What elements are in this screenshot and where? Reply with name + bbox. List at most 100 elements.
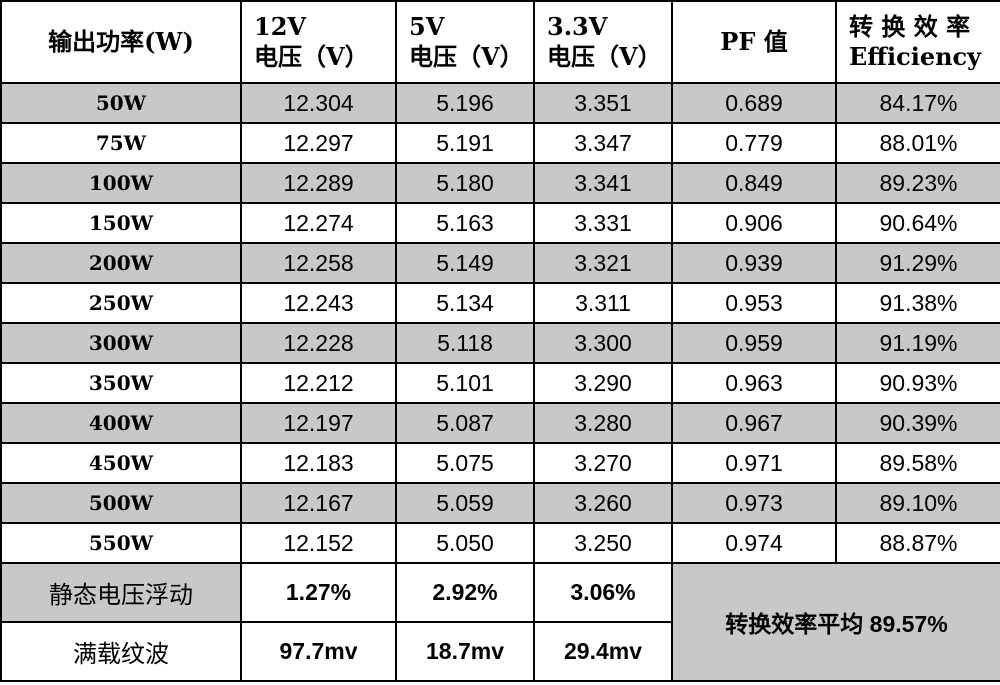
cell-voltage-5v: 5.163 [395, 202, 535, 244]
cell-load: 150W [0, 202, 242, 244]
table-row: 500W 12.167 5.059 3.260 0.973 89.10% [0, 482, 1000, 524]
cell-load: 450W [0, 442, 242, 484]
cell-voltage-3v3: 3.250 [533, 522, 673, 564]
table-row: 75W 12.297 5.191 3.347 0.779 88.01% [0, 122, 1000, 164]
static-fluctuation-12v: 1.27% [240, 562, 397, 623]
header-5v: 5V 电压（V） [395, 0, 535, 84]
cell-pf: 0.906 [671, 202, 837, 244]
cell-voltage-12v: 12.274 [240, 202, 397, 244]
cell-voltage-3v3: 3.321 [533, 242, 673, 284]
header-12v: 12V 电压（V） [240, 0, 397, 84]
cell-voltage-5v: 5.149 [395, 242, 535, 284]
cell-voltage-12v: 12.212 [240, 362, 397, 404]
table-row: 50W 12.304 5.196 3.351 0.689 84.17% [0, 82, 1000, 124]
cell-load: 75W [0, 122, 242, 164]
cell-voltage-12v: 12.297 [240, 122, 397, 164]
cell-voltage-5v: 5.180 [395, 162, 535, 204]
static-fluctuation-row: 静态电压浮动 1.27% 2.92% 3.06% 转换效率平均 89.57% [0, 562, 1000, 682]
header-5v-label: 5V [409, 12, 445, 41]
cell-pf: 0.974 [671, 522, 837, 564]
cell-load: 300W [0, 322, 242, 364]
cell-voltage-12v: 12.258 [240, 242, 397, 284]
cell-efficiency: 89.10% [835, 482, 1000, 524]
cell-load: 50W [0, 82, 242, 124]
header-3v3: 3.3V 电压（V） [533, 0, 673, 84]
cell-pf: 0.939 [671, 242, 837, 284]
cell-voltage-12v: 12.152 [240, 522, 397, 564]
cell-efficiency: 91.38% [835, 282, 1000, 324]
cell-voltage-12v: 12.167 [240, 482, 397, 524]
table-row: 400W 12.197 5.087 3.280 0.967 90.39% [0, 402, 1000, 444]
cell-efficiency: 91.19% [835, 322, 1000, 364]
cell-voltage-3v3: 3.351 [533, 82, 673, 124]
header-efficiency-cn: 转 换 效 率 [849, 12, 971, 41]
cell-voltage-12v: 12.243 [240, 282, 397, 324]
cell-efficiency: 88.87% [835, 522, 1000, 564]
cell-load: 550W [0, 522, 242, 564]
cell-voltage-5v: 5.191 [395, 122, 535, 164]
table-row: 150W 12.274 5.163 3.331 0.906 90.64% [0, 202, 1000, 244]
cell-voltage-5v: 5.134 [395, 282, 535, 324]
full-load-ripple-label: 满载纹波 [0, 621, 242, 682]
static-fluctuation-3v3: 3.06% [533, 562, 673, 623]
cell-load: 250W [0, 282, 242, 324]
summary-body: 静态电压浮动 1.27% 2.92% 3.06% 转换效率平均 89.57% 满… [0, 562, 1000, 682]
cell-pf: 0.849 [671, 162, 837, 204]
cell-voltage-5v: 5.196 [395, 82, 535, 124]
cell-pf: 0.963 [671, 362, 837, 404]
static-fluctuation-label: 静态电压浮动 [0, 562, 242, 623]
average-efficiency: 转换效率平均 89.57% [671, 562, 1000, 682]
cell-efficiency: 89.58% [835, 442, 1000, 484]
cell-pf: 0.971 [671, 442, 837, 484]
cell-load: 100W [0, 162, 242, 204]
cell-voltage-12v: 12.183 [240, 442, 397, 484]
header-output-power: 输出功率(W) [0, 0, 242, 84]
cell-voltage-12v: 12.197 [240, 402, 397, 444]
cell-voltage-3v3: 3.347 [533, 122, 673, 164]
full-load-ripple-12v: 97.7mv [240, 621, 397, 682]
cell-pf: 0.779 [671, 122, 837, 164]
table-body: 50W 12.304 5.196 3.351 0.689 84.17% 75W 12.297 5… [0, 82, 1000, 564]
cell-voltage-5v: 5.118 [395, 322, 535, 364]
header-3v3-unit: 电压（V） [547, 42, 662, 71]
header-12v-label: 12V [254, 12, 307, 41]
cell-voltage-12v: 12.289 [240, 162, 397, 204]
full-load-ripple-row: 满载纹波 97.7mv 18.7mv 29.4mv [0, 621, 1000, 682]
static-fluctuation-5v: 2.92% [395, 562, 535, 623]
table-row: 250W 12.243 5.134 3.311 0.953 91.38% [0, 282, 1000, 324]
cell-efficiency: 90.64% [835, 202, 1000, 244]
cell-load: 500W [0, 482, 242, 524]
cell-pf: 0.689 [671, 82, 837, 124]
cell-load: 350W [0, 362, 242, 404]
cell-pf: 0.953 [671, 282, 837, 324]
table-row: 350W 12.212 5.101 3.290 0.963 90.93% [0, 362, 1000, 404]
cell-voltage-3v3: 3.280 [533, 402, 673, 444]
cell-voltage-3v3: 3.290 [533, 362, 673, 404]
cell-pf: 0.973 [671, 482, 837, 524]
table-row: 100W 12.289 5.180 3.341 0.849 89.23% [0, 162, 1000, 204]
cell-voltage-12v: 12.304 [240, 82, 397, 124]
cell-voltage-3v3: 3.260 [533, 482, 673, 524]
full-load-ripple-3v3: 29.4mv [533, 621, 673, 682]
header-12v-unit: 电压（V） [254, 42, 369, 71]
cell-voltage-3v3: 3.270 [533, 442, 673, 484]
cell-efficiency: 88.01% [835, 122, 1000, 164]
header-3v3-label: 3.3V [547, 12, 608, 41]
table-row: 450W 12.183 5.075 3.270 0.971 89.58% [0, 442, 1000, 484]
header-pf: PF 值 [671, 0, 837, 84]
cell-load: 200W [0, 242, 242, 284]
header-efficiency: 转 换 效 率 Efficiency [835, 0, 1000, 84]
cell-voltage-3v3: 3.311 [533, 282, 673, 324]
table-row: 300W 12.228 5.118 3.300 0.959 91.19% [0, 322, 1000, 364]
cell-voltage-3v3: 3.341 [533, 162, 673, 204]
table-row: 200W 12.258 5.149 3.321 0.939 91.29% [0, 242, 1000, 284]
header-5v-unit: 电压（V） [409, 42, 524, 71]
cell-efficiency: 91.29% [835, 242, 1000, 284]
cell-efficiency: 90.39% [835, 402, 1000, 444]
cell-efficiency: 90.93% [835, 362, 1000, 404]
cell-voltage-5v: 5.087 [395, 402, 535, 444]
cell-voltage-3v3: 3.300 [533, 322, 673, 364]
cell-load: 400W [0, 402, 242, 444]
cell-voltage-5v: 5.075 [395, 442, 535, 484]
